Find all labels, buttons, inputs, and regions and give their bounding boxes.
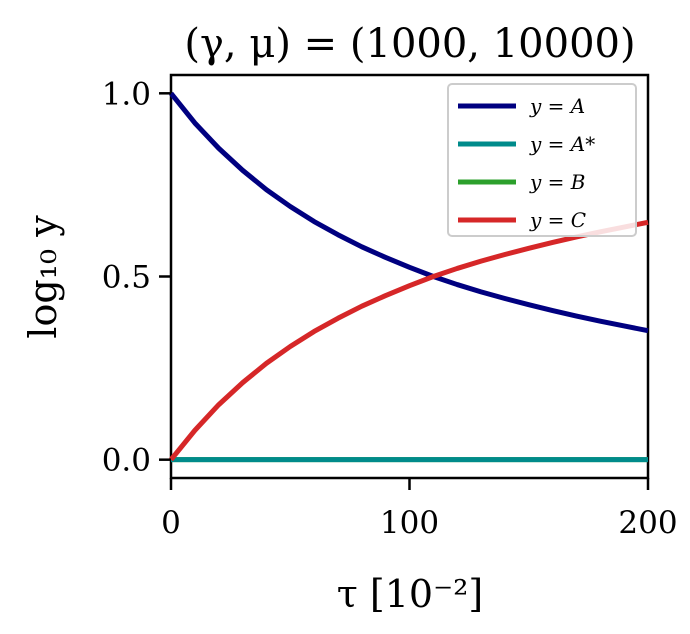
legend-label: y = A*	[529, 132, 595, 156]
legend-label: y = A	[529, 94, 585, 118]
y-tick-label: 1.0	[102, 76, 151, 112]
legend: y = A y = A* y = B y = C	[447, 83, 637, 237]
series-line-0	[169, 91, 649, 334]
legend-label: y = C	[529, 208, 586, 232]
x-tick-label: 100	[380, 505, 439, 541]
legend-label: y = B	[529, 170, 585, 194]
series-line-3	[169, 219, 649, 462]
y-tick-label: 0.5	[102, 260, 151, 296]
x-tick-label: 0	[161, 505, 181, 541]
chart-title: (γ, μ) = (1000, 10000)	[184, 21, 635, 67]
x-tick-label: 200	[618, 505, 677, 541]
legend-box	[447, 83, 637, 237]
legend-entries: y = A y = A* y = B y = C	[458, 94, 595, 232]
tick-layer: 0 100 200 0.0 0.5 1.0	[102, 76, 678, 541]
y-axis-label: log₁₀ y	[21, 215, 65, 339]
x-axis-label: τ [10⁻²]	[337, 572, 483, 616]
series-layer	[169, 91, 649, 463]
y-tick-label: 0.0	[102, 443, 151, 479]
